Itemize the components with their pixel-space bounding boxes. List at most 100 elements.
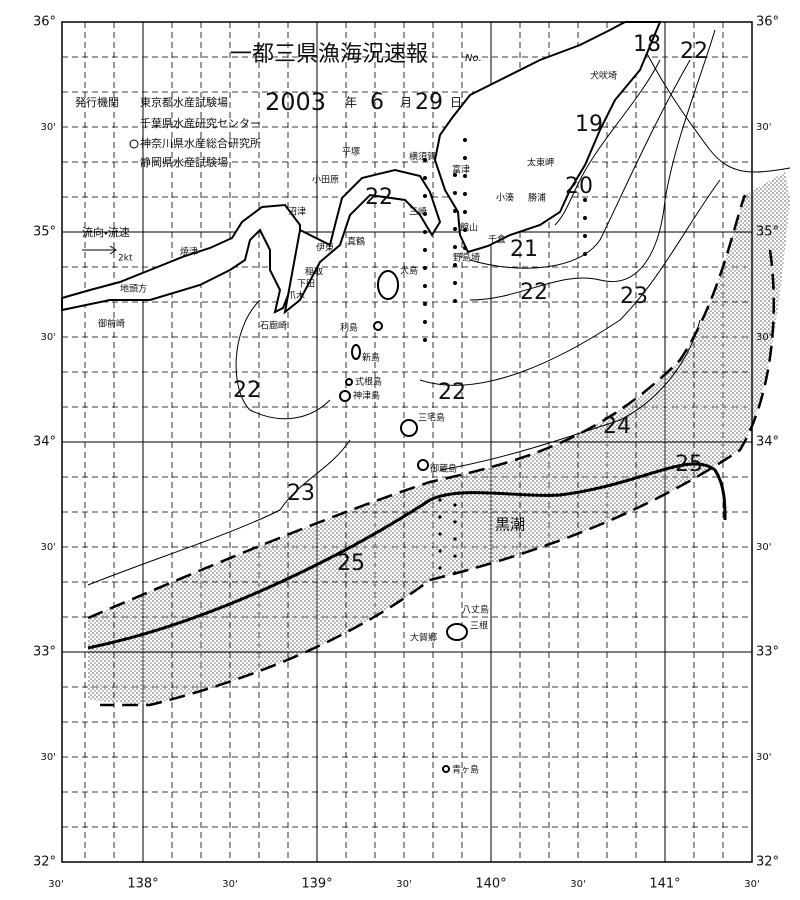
latitude-label: 30': [41, 332, 56, 343]
place-name: 地頭方: [120, 283, 147, 295]
place-name: 神津島: [353, 390, 380, 402]
longitude-label: 30': [396, 879, 411, 890]
station: [423, 320, 427, 324]
station: [453, 173, 457, 177]
station: [453, 191, 457, 195]
agency: 千葉県水産研究センター: [140, 116, 261, 130]
isotherm: [469, 59, 691, 269]
longitude-label: 138°: [127, 877, 158, 892]
place-name: 焼津: [180, 247, 198, 258]
place-name: 御前崎: [98, 318, 125, 330]
longitude-label: 139°: [301, 877, 332, 892]
place-name: 平塚: [342, 147, 360, 158]
date-month: 6: [370, 90, 384, 115]
isotherm-label: 23: [620, 284, 648, 309]
island: [400, 419, 418, 437]
station: [423, 158, 427, 162]
station: [423, 338, 427, 342]
longitude-label: 30': [744, 879, 759, 890]
station: [463, 246, 467, 250]
place-name: 勝浦: [528, 192, 546, 204]
place-name: 大賀郷: [410, 632, 437, 644]
agency: 静岡県水産試験場: [140, 155, 228, 169]
isotherm-label: 22: [680, 39, 708, 64]
graticule: [62, 22, 752, 862]
island: [417, 459, 429, 471]
agency: 神奈川県水産総合研究所: [140, 136, 261, 150]
longitude-label: 30': [570, 879, 585, 890]
date-unit: 日: [450, 96, 462, 110]
island: [446, 623, 468, 641]
place-name: 八丈島: [462, 604, 489, 616]
coordinate-labels: 36° 36° 30' 30' 35° 35° 30' 30' 34° 34° 30' 30' 33° 3…: [33, 15, 779, 892]
isotherm-label: 20: [565, 174, 593, 199]
legend-arrow-head: [109, 245, 117, 255]
isotherm-label: 19: [575, 112, 603, 137]
legend-speed: 2kt: [118, 254, 133, 264]
izu-coast: [283, 168, 442, 315]
station: [453, 263, 457, 267]
date-day: 29: [415, 90, 443, 115]
isotherm-label: 22: [520, 280, 548, 305]
isotherm: [639, 39, 791, 173]
place-name: 利島: [340, 322, 358, 334]
place-name: 稲取: [305, 266, 323, 278]
kuroshio-band: [88, 172, 790, 705]
latitude-label: 30': [41, 752, 56, 763]
isotherm-labels: 18 22 19 20 21 22 23 22 22 22 24 25 23 2…: [233, 32, 708, 576]
place-name: 三根: [470, 620, 488, 632]
honshu-coast: [61, 203, 301, 314]
title: 一都三県漁海況速報: [230, 42, 428, 67]
latitude-label: 30': [41, 542, 56, 553]
place-name: 式根島: [355, 376, 382, 388]
place-name: 千倉: [488, 235, 506, 246]
place-name: 太東岬: [527, 157, 554, 169]
isotherm-label: 21: [510, 237, 538, 262]
station: [463, 174, 467, 178]
place-name: 大島: [400, 265, 418, 277]
place-name: 野島埼: [453, 252, 480, 264]
date-unit: 月: [400, 96, 412, 110]
place-name: 富津: [452, 164, 470, 176]
station: [463, 192, 467, 196]
station: [463, 138, 467, 142]
kuroshio-edge: [100, 249, 775, 707]
current-name: 黒潮: [495, 516, 525, 534]
isotherm: [554, 59, 661, 226]
isotherm: [235, 299, 331, 420]
place-name: 下田: [297, 279, 315, 290]
station: [423, 302, 427, 306]
latitude-label: 36°: [33, 15, 56, 30]
longitude-label: 140°: [475, 877, 506, 892]
issuer-label: 発行機関: [75, 95, 119, 109]
date-unit: 年: [345, 96, 357, 110]
station: [453, 299, 457, 303]
latitude-label: 35°: [756, 225, 779, 240]
station: [423, 212, 427, 216]
isotherm-label: 18: [633, 32, 661, 57]
place-name: 三宅島: [418, 412, 445, 424]
latitude-label: 32°: [756, 855, 779, 870]
station: [583, 198, 587, 202]
latitude-label: 33°: [756, 645, 779, 660]
station: [438, 549, 442, 553]
longitude-label: 30': [48, 879, 63, 890]
place-name: 石廊崎: [260, 320, 287, 332]
isotherm-label: 22: [365, 185, 393, 210]
island: [339, 390, 351, 402]
longitude-label: 141°: [649, 877, 680, 892]
boso-coast: [433, 21, 662, 254]
place-name: 真鶴: [347, 236, 365, 248]
island: [373, 321, 383, 331]
place-name: 沼津: [288, 207, 306, 218]
isotherm-label: 22: [233, 378, 261, 403]
isotherm-label: 25: [337, 551, 365, 576]
place-name: 御蔵島: [430, 463, 457, 475]
latitude-label: 30': [756, 122, 771, 133]
kuroshio-axis: [87, 462, 727, 650]
station: [438, 498, 442, 502]
station: [453, 537, 457, 541]
station: [463, 210, 467, 214]
kuroshio-edge: [87, 194, 747, 620]
station: [583, 216, 587, 220]
